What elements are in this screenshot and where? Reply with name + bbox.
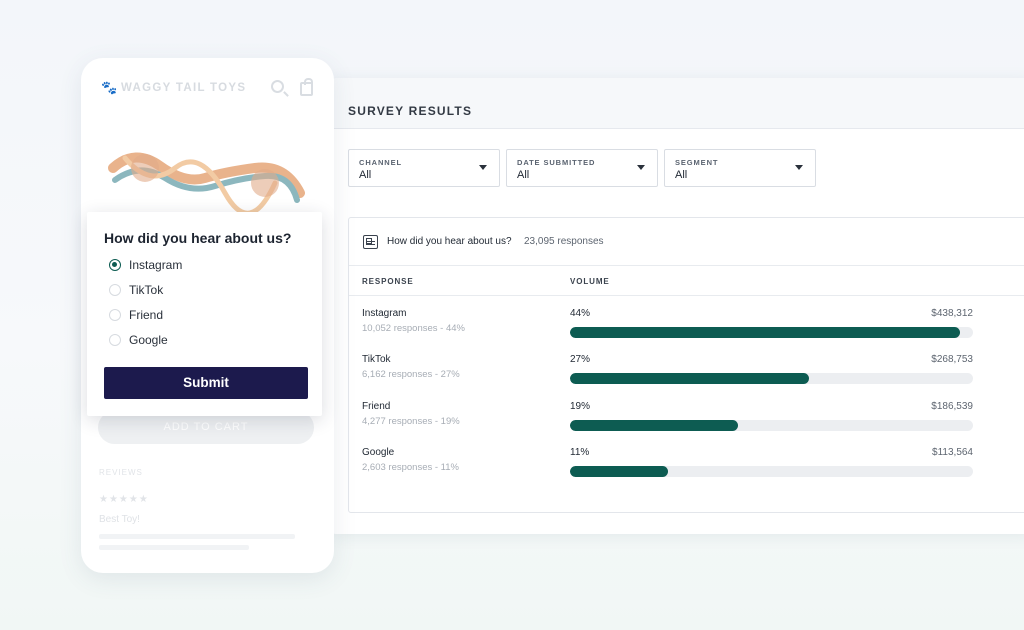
option-label: TikTok bbox=[129, 283, 164, 297]
search-icon[interactable] bbox=[271, 80, 284, 93]
radio-button[interactable] bbox=[109, 259, 121, 271]
volume-percent: 27% bbox=[570, 354, 591, 365]
option-label: Friend bbox=[129, 308, 164, 322]
question-text: How did you hear about us? bbox=[387, 236, 512, 247]
response-name: Instagram bbox=[362, 308, 407, 319]
table-row: Instagram 10,052 responses - 44% 44% $43… bbox=[349, 308, 1024, 354]
response-detail: 6,162 responses - 27% bbox=[362, 369, 460, 380]
filter-label: SEGMENT bbox=[675, 158, 719, 167]
caret-down-icon bbox=[479, 165, 487, 170]
caret-down-icon bbox=[637, 165, 645, 170]
review-text-line bbox=[99, 545, 249, 550]
review-title: Best Toy! bbox=[99, 514, 140, 525]
volume-percent: 11% bbox=[570, 447, 590, 458]
paw-icon: 🐾 bbox=[101, 80, 118, 95]
volume-bar bbox=[570, 327, 973, 338]
table-row: Google 2,603 responses - 11% 11% $113,56… bbox=[349, 447, 1024, 493]
add-to-cart-button[interactable]: ADD TO CART bbox=[98, 411, 314, 444]
volume-bar-fill bbox=[570, 420, 739, 431]
radio-button[interactable] bbox=[109, 334, 121, 346]
revenue-amount: $268,753 bbox=[931, 354, 973, 365]
revenue-amount: $113,564 bbox=[932, 447, 973, 458]
response-detail: 10,052 responses - 44% bbox=[362, 323, 465, 334]
filter-value: All bbox=[675, 169, 688, 181]
volume-bar bbox=[570, 420, 973, 431]
volume-bar bbox=[570, 466, 973, 477]
table-row: Friend 4,277 responses - 19% 19% $186,53… bbox=[349, 401, 1024, 447]
response-name: TikTok bbox=[362, 354, 391, 365]
post-purchase-survey: How did you hear about us? Instagram Tik… bbox=[87, 212, 322, 416]
volume-percent: 19% bbox=[570, 401, 591, 412]
survey-results-panel: SURVEY RESULTS CHANNEL All DATE SUBMITTE… bbox=[332, 78, 1024, 534]
channel-filter[interactable]: CHANNEL All bbox=[348, 149, 500, 187]
option-label: Google bbox=[129, 333, 168, 347]
volume-bar-fill bbox=[570, 373, 810, 384]
revenue-amount: $438,312 bbox=[931, 308, 973, 319]
volume-percent: 44% bbox=[570, 308, 591, 319]
revenue-amount: $186,539 bbox=[931, 401, 973, 412]
filter-value: All bbox=[517, 169, 530, 181]
response-name: Google bbox=[362, 447, 395, 458]
filter-value: All bbox=[359, 169, 372, 181]
store-brand: WAGGY TAIL TOYS bbox=[121, 82, 247, 94]
survey-question: How did you hear about us? bbox=[104, 230, 292, 246]
radio-button[interactable] bbox=[109, 309, 121, 321]
submit-button[interactable]: Submit bbox=[104, 367, 308, 399]
volume-bar-fill bbox=[570, 327, 961, 338]
filter-label: DATE SUBMITTED bbox=[517, 158, 596, 167]
response-detail: 4,277 responses - 19% bbox=[362, 416, 460, 427]
question-results-card: How did you hear about us? 23,095 respon… bbox=[348, 217, 1024, 513]
results-body: CHANNEL All DATE SUBMITTED All SEGMENT A… bbox=[332, 128, 1024, 534]
response-name: Friend bbox=[362, 401, 391, 412]
option-label: Instagram bbox=[129, 258, 183, 272]
column-header-volume: VOLUME bbox=[570, 277, 610, 286]
reviews-label: REVIEWS bbox=[99, 468, 143, 477]
star-rating: ★★★★★ bbox=[99, 494, 149, 505]
caret-down-icon bbox=[795, 165, 803, 170]
shopping-bag-icon[interactable] bbox=[300, 78, 313, 96]
response-count: 23,095 responses bbox=[524, 236, 604, 247]
page-title: SURVEY RESULTS bbox=[348, 104, 473, 118]
column-header-response: RESPONSE bbox=[362, 277, 414, 286]
survey-form-icon bbox=[363, 235, 378, 249]
product-image bbox=[108, 152, 305, 216]
volume-bar bbox=[570, 373, 973, 384]
question-header: How did you hear about us? 23,095 respon… bbox=[349, 218, 1024, 266]
radio-button[interactable] bbox=[109, 284, 121, 296]
response-detail: 2,603 responses - 11% bbox=[362, 462, 459, 473]
table-header: RESPONSE VOLUME bbox=[349, 266, 1024, 296]
filter-label: CHANNEL bbox=[359, 158, 402, 167]
volume-bar-fill bbox=[570, 466, 668, 477]
table-row: TikTok 6,162 responses - 27% 27% $268,75… bbox=[349, 354, 1024, 400]
date-submitted-filter[interactable]: DATE SUBMITTED All bbox=[506, 149, 658, 187]
segment-filter[interactable]: SEGMENT All bbox=[664, 149, 816, 187]
review-text-line bbox=[99, 534, 295, 539]
